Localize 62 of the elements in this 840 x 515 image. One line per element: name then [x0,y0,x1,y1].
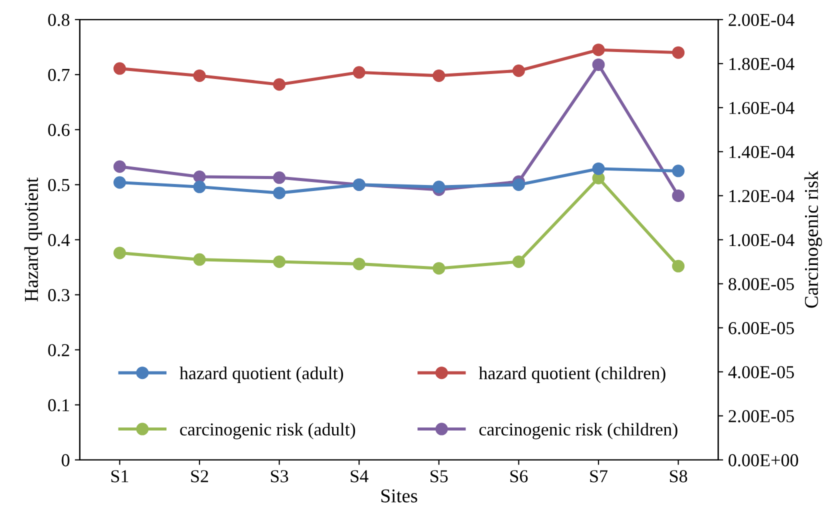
legend-label: carcinogenic risk (adult) [180,422,356,440]
x-tick-label: S6 [510,470,528,482]
x-tick-label: S1 [111,470,128,482]
y2-tick-label: 1.00E-04 [730,234,794,246]
point [273,256,286,268]
point [672,189,685,202]
point [352,258,366,270]
point [113,176,126,189]
y-tick-label: 0.7 [48,68,70,82]
point [193,180,206,194]
y-tick-label: 0.2 [48,344,70,356]
point [592,162,605,175]
x-tick-label: S5 [430,470,448,482]
point [672,46,685,59]
y2-axis-title: Carcinogenic risk [804,170,822,308]
x-tick-label: S3 [270,470,288,482]
point [512,64,525,78]
legend-label: hazard quotient (children) [478,366,666,383]
x-tick-label: S4 [350,470,368,482]
point [512,178,525,191]
y2-tick-label: 2.00E-05 [728,410,794,422]
point [193,170,206,184]
x-tick-label: S2 [191,470,208,482]
y-tick-label: 0.1 [48,399,69,412]
point [193,69,206,82]
y-tick-label: 0.4 [48,234,70,246]
y2-tick-label: 2.00E-04 [728,14,794,26]
legend-label: hazard quotient (adult) [180,366,344,383]
y2-tick-label: 0.00E+00 [728,454,798,466]
y2-tick-label: 1.40E-04 [730,146,794,158]
point [512,256,525,268]
point [592,44,605,56]
y2-tick-label: 1.60E-04 [730,102,794,114]
point [432,69,446,82]
point [113,246,126,260]
x-tick-label: S8 [670,470,688,482]
point [113,160,126,173]
x-tick-label: S7 [590,470,608,482]
point [352,66,366,79]
point [273,171,286,184]
legend-label: carcinogenic risk (children) [479,422,678,440]
point [273,186,286,200]
y2-tick-label: 6.00E-05 [728,322,794,334]
y2-tick-label: 4.00E-05 [728,366,794,378]
y2-tick-label: 1.20E-04 [730,190,794,202]
y2-tick-label: 8.00E-05 [728,278,794,290]
y-tick-label: 0.8 [48,14,70,26]
y-tick-label: 0.3 [48,289,70,302]
point [672,164,685,178]
point [273,78,286,91]
point [113,62,126,75]
y-tick-label: 0.6 [48,124,70,136]
y-tick-label: 0 [62,454,70,466]
point [592,58,605,71]
point [193,253,206,266]
x-axis-title: Sites [381,489,418,502]
y-axis-title: Hazard quotient [24,177,42,302]
y2-tick-label: 1.80E-04 [730,58,794,70]
y-tick-label: 0.5 [48,178,70,192]
point [672,260,685,272]
point [432,262,446,275]
point [432,180,446,194]
